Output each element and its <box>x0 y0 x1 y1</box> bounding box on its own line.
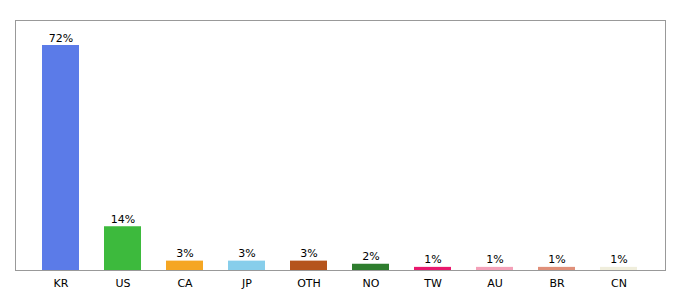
svg-text:3%: 3% <box>300 247 317 260</box>
svg-text:US: US <box>115 277 130 290</box>
svg-text:JP: JP <box>241 277 252 290</box>
svg-text:AU: AU <box>487 277 503 290</box>
svg-text:KR: KR <box>54 277 69 290</box>
svg-text:NO: NO <box>363 277 380 290</box>
svg-text:3%: 3% <box>176 247 193 260</box>
svg-text:14%: 14% <box>111 213 135 226</box>
svg-text:1%: 1% <box>610 253 627 266</box>
svg-text:TW: TW <box>423 277 442 290</box>
svg-text:BR: BR <box>549 277 565 290</box>
svg-text:1%: 1% <box>548 253 565 266</box>
svg-text:1%: 1% <box>424 253 441 266</box>
svg-text:CN: CN <box>611 277 627 290</box>
svg-text:2%: 2% <box>362 250 379 263</box>
svg-text:1%: 1% <box>486 253 503 266</box>
svg-text:CA: CA <box>177 277 193 290</box>
svg-text:OTH: OTH <box>297 277 321 290</box>
svg-text:72%: 72% <box>49 32 73 45</box>
svg-text:3%: 3% <box>238 247 255 260</box>
